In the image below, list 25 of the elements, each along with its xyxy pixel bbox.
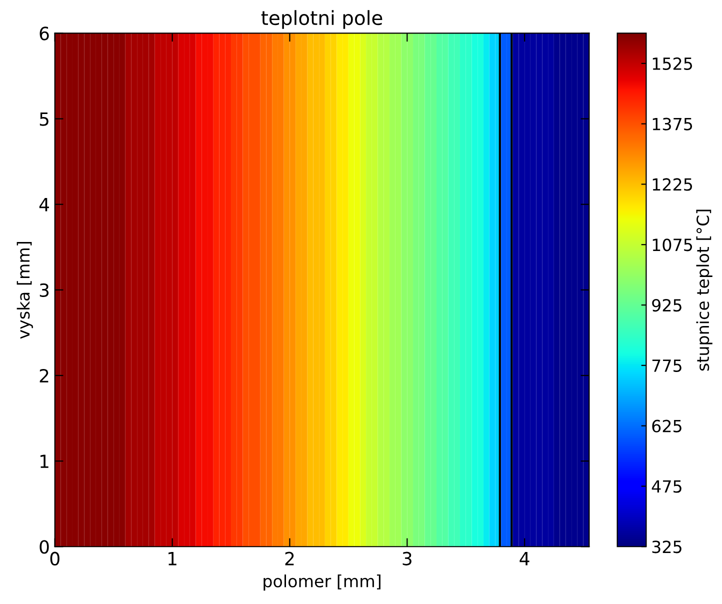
color-bar-label: 625 bbox=[652, 420, 682, 432]
y-tick-label: 2 bbox=[40, 368, 48, 382]
chart-title: teplotni pole bbox=[261, 10, 382, 29]
x-tick-label: 2 bbox=[285, 552, 294, 566]
color-bar-label: 1375 bbox=[652, 118, 692, 130]
y-axis-title: vyska [mm] bbox=[16, 242, 33, 339]
color-bar-label: 1525 bbox=[652, 57, 692, 70]
color-bar-label: 475 bbox=[652, 480, 682, 493]
x-tick-label: 4 bbox=[520, 552, 530, 566]
x-axis-title: polomer [mm] bbox=[264, 574, 380, 591]
y-tick-label: 5 bbox=[40, 112, 48, 126]
y-tick-label: 3 bbox=[40, 283, 49, 298]
color-bar-label: 925 bbox=[652, 298, 682, 312]
color-bar-title: stupnice teplot [°C] bbox=[696, 210, 712, 371]
color-bar-label: 1075 bbox=[652, 238, 692, 252]
color-bar-label: 775 bbox=[652, 360, 682, 372]
x-tick-label: 0 bbox=[50, 552, 60, 566]
x-tick-label: 3 bbox=[402, 552, 412, 566]
y-tick-label: 1 bbox=[40, 454, 48, 468]
x-tick-label: 1 bbox=[168, 552, 176, 566]
y-tick-label: 0 bbox=[40, 540, 49, 554]
y-tick-label: 4 bbox=[39, 198, 49, 212]
color-bar-label: 325 bbox=[652, 540, 682, 554]
y-tick-label: 6 bbox=[40, 26, 49, 40]
color-bar-label: 1225 bbox=[652, 178, 692, 191]
